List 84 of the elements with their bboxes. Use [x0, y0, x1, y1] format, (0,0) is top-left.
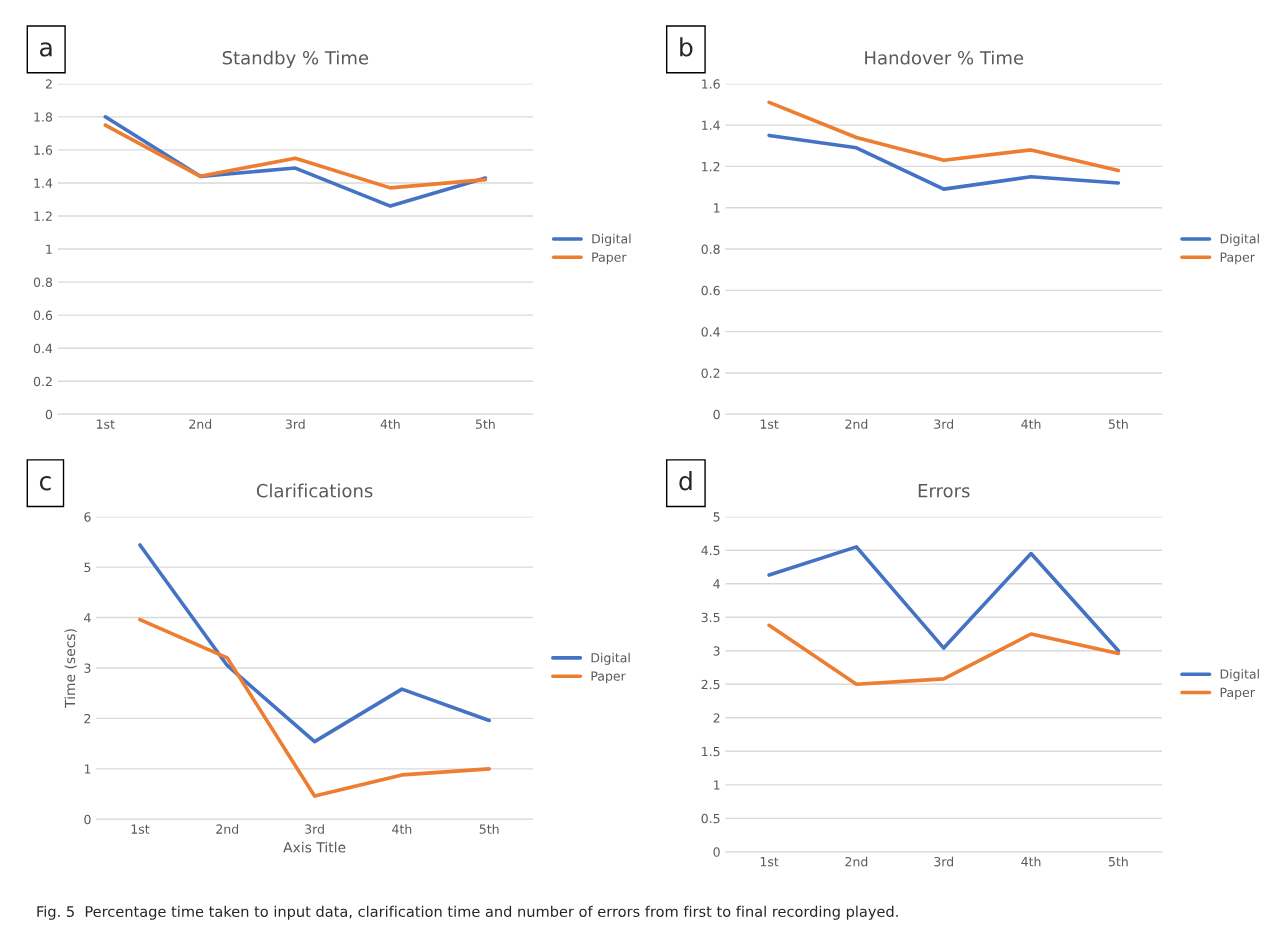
- text: b: [680, 37, 693, 57]
- text: a: [40, 42, 52, 57]
- x-tick-label: 5th: [479, 824, 499, 834]
- y-tick-label: 5: [713, 512, 720, 522]
- y-tick-label: 1: [84, 764, 91, 774]
- y-tick-label: 0.6: [33, 310, 53, 321]
- x-tick-label: 1st: [760, 419, 779, 429]
- y-tick-label: 1.4: [34, 178, 53, 188]
- y-tick-label: 0.2: [33, 376, 52, 387]
- y-tick-label: 0.8: [701, 244, 720, 254]
- y-tick-label: 4.5: [701, 545, 720, 556]
- y-tick-label: 1: [714, 780, 720, 790]
- x-tick-label: 5th: [475, 419, 495, 429]
- x-tick-label: 4th: [380, 419, 400, 429]
- y-tick-label: 1.4: [702, 120, 720, 130]
- y-tick-label: 0.6: [701, 285, 720, 296]
- line-series: [767, 545, 1121, 653]
- chart-title: Standby % Time: [222, 50, 369, 69]
- y-tick-label: 1: [46, 244, 52, 254]
- x-tick-label: 1st: [760, 857, 779, 867]
- x-tick-label: 1st: [96, 419, 115, 429]
- y-tick-label: 5: [84, 562, 91, 573]
- y-tick-label: 0: [713, 847, 720, 857]
- line-series: [767, 133, 1121, 191]
- y-tick-label: 0.2: [701, 368, 720, 378]
- y-tick-label: 1.6: [702, 79, 720, 89]
- y-tick-label: 0: [45, 409, 53, 420]
- y-tick-label: 3.5: [701, 612, 720, 623]
- legend-label: Paper: [1220, 252, 1255, 265]
- x-tick-label: 3rd: [285, 419, 305, 429]
- legend-label: Paper: [592, 252, 627, 265]
- x-tick-label: 3rd: [934, 856, 954, 867]
- y-tick-label: 3: [84, 663, 91, 673]
- caption: Fig. 5 Percentage time taken to input data, clarification time and number of errors from first to final recording played.: [37, 905, 898, 920]
- chart-title: Clarifications: [256, 483, 373, 498]
- line-series: [767, 100, 1121, 173]
- legend-label: Paper: [591, 671, 626, 684]
- y-tick-label: 1.5: [702, 746, 720, 757]
- x-tick-label: 3rd: [305, 824, 324, 834]
- y-tick-label: 0.5: [701, 813, 720, 824]
- x-tick-label: 4th: [392, 824, 412, 834]
- y-tick-label: 4: [713, 579, 720, 589]
- line-series: [767, 623, 1121, 687]
- y-tick-label: 1.6: [34, 145, 53, 155]
- y-tick-label: 1.2: [34, 211, 52, 221]
- legend-label: Paper: [1220, 687, 1255, 700]
- y-tick-label: 3: [713, 646, 720, 656]
- y-tick-label: 0.4: [701, 327, 720, 337]
- x-tick-label: 4th: [1021, 856, 1041, 867]
- y-tick-label: 2: [84, 713, 91, 724]
- line-series: [138, 617, 492, 798]
- y-tick-label: 2.5: [701, 679, 720, 690]
- y-axis-title: Time (secs): [64, 629, 77, 708]
- text: c: [39, 476, 51, 491]
- x-tick-label: 5th: [1108, 419, 1128, 429]
- x-tick-label: 2nd: [845, 419, 868, 429]
- y-tick-label: 1.8: [34, 112, 53, 122]
- x-axis-title: Axis Title: [283, 841, 346, 853]
- y-tick-label: 0: [713, 409, 720, 420]
- y-tick-label: 1.2: [702, 161, 720, 172]
- y-tick-label: 1: [714, 203, 720, 213]
- y-tick-label: 6: [84, 512, 91, 522]
- legend-label: Digital: [591, 652, 630, 665]
- chart-title: Handover % Time: [865, 50, 1024, 65]
- text: d: [679, 471, 692, 491]
- legend-label: Digital: [592, 233, 631, 246]
- x-tick-label: 2nd: [189, 419, 212, 429]
- chart-title: Errors: [918, 484, 970, 498]
- y-tick-label: 2: [713, 713, 720, 723]
- x-tick-label: 3rd: [934, 419, 954, 429]
- x-tick-label: 1st: [131, 824, 150, 834]
- y-tick-label: 0.4: [33, 343, 53, 354]
- y-tick-label: 2: [45, 79, 52, 89]
- line-series: [103, 123, 488, 190]
- x-tick-label: 2nd: [216, 824, 239, 834]
- line-series: [138, 543, 492, 744]
- x-tick-label: 2nd: [845, 856, 868, 867]
- y-tick-label: 0: [84, 814, 91, 825]
- y-tick-label: 0.8: [33, 277, 53, 288]
- legend-label: Digital: [1220, 233, 1259, 246]
- y-tick-label: 4: [84, 613, 91, 623]
- x-tick-label: 5th: [1108, 856, 1128, 867]
- legend-label: Digital: [1220, 669, 1259, 682]
- x-tick-label: 4th: [1021, 419, 1041, 429]
